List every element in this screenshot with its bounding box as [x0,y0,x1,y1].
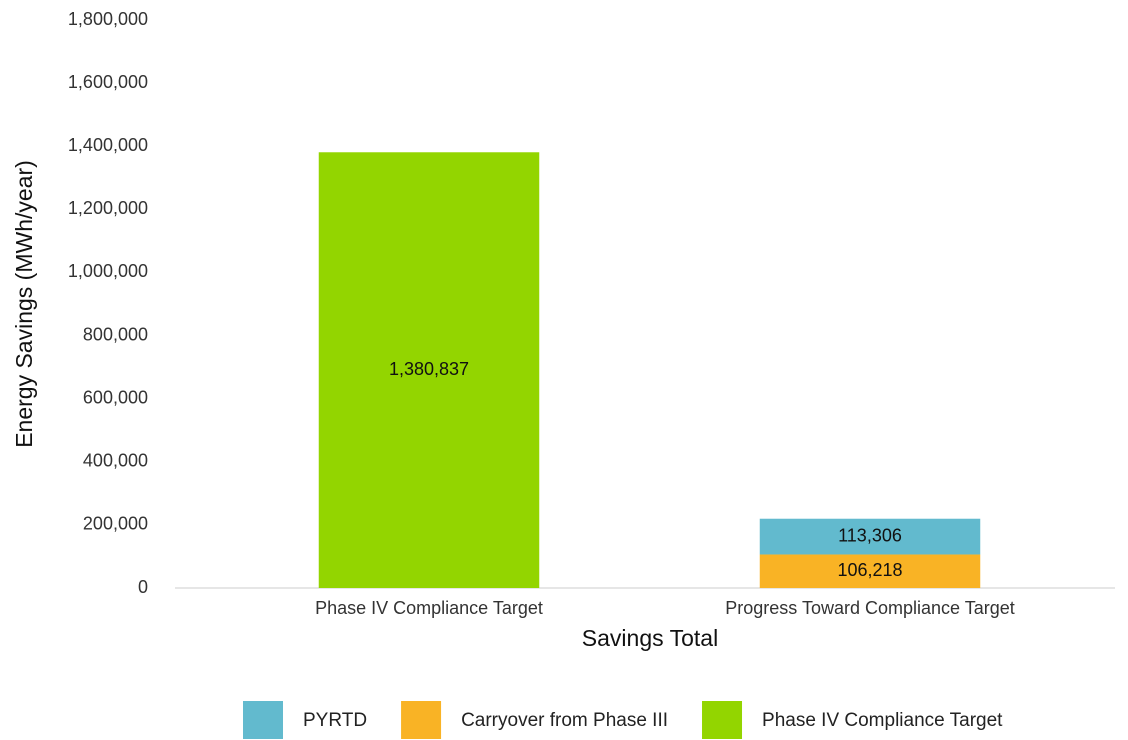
bar-segment [318,152,540,588]
data-label: 106,218 [837,560,902,580]
legend-swatch [702,701,743,739]
legend-swatch [401,701,442,739]
data-label: 113,306 [838,525,902,545]
x-axis-title: Savings Total [582,625,718,651]
bar-segment [759,554,981,588]
data-label: 1,380,837 [389,359,469,379]
legend-swatch [243,701,283,739]
y-tick-label: 1,200,000 [68,198,148,218]
x-tick-label: Progress Toward Compliance Target [725,598,1014,618]
y-tick-label: 1,800,000 [68,9,148,29]
y-tick-label: 400,000 [83,451,148,471]
legend-label: PYRTD [303,710,367,731]
y-tick-label: 200,000 [83,514,148,534]
legend-label: Phase IV Compliance Target [762,710,1003,731]
y-axis-title: Energy Savings (MWh/year) [11,160,37,448]
y-tick-label: 1,400,000 [68,135,148,155]
legend-label: Carryover from Phase III [461,710,668,731]
y-tick-label: 1,600,000 [68,72,148,92]
x-tick-label: Phase IV Compliance Target [315,598,543,618]
y-tick-label: 600,000 [83,387,148,407]
y-tick-label: 800,000 [83,324,148,344]
y-tick-label: 1,000,000 [68,261,148,281]
y-tick-label: 0 [138,577,148,597]
bar-segment [759,518,981,555]
